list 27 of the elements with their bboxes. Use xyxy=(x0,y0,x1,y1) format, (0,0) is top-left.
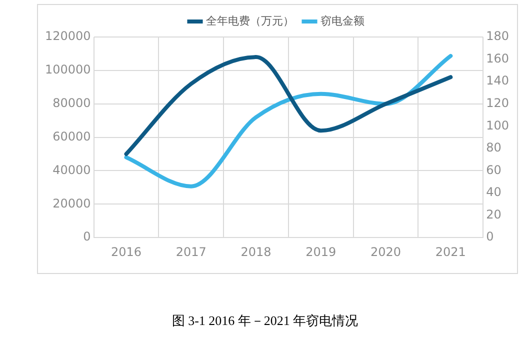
x-tick-label: 2020 xyxy=(370,244,402,259)
y-tick-label: 0 xyxy=(83,230,91,244)
y-tick-label: 120000 xyxy=(44,29,91,44)
y2-tick-label: 20 xyxy=(486,207,502,222)
y2-tick-label: 180 xyxy=(486,29,509,44)
y2-tick-label: 60 xyxy=(486,162,502,177)
line-series xyxy=(124,55,453,156)
x-tick-label: 2017 xyxy=(176,244,206,259)
y-tick-label: 20000 xyxy=(52,196,91,210)
y2-tick-label: 80 xyxy=(486,140,502,155)
y-tick-label: 60000 xyxy=(52,129,91,144)
y-tick-label: 40000 xyxy=(52,162,91,177)
y-tick-label: 100000 xyxy=(44,62,91,77)
x-tick-label: 2019 xyxy=(306,244,336,259)
legend-label: 窃电金额 xyxy=(320,14,364,28)
x-tick-label: 2016 xyxy=(110,244,142,259)
x-tick-label: 2021 xyxy=(435,244,466,259)
y-tick-label: 80000 xyxy=(52,96,91,110)
caption: 图 3-1 2016 年－2021 年窃电情况 xyxy=(170,312,360,330)
y2-tick-label: 140 xyxy=(486,74,509,88)
y2-tick-label: 100 xyxy=(486,118,509,132)
y2-tick-label: 40 xyxy=(486,185,502,200)
y2-tick-label: 0 xyxy=(486,230,494,244)
y2-tick-label: 120 xyxy=(486,96,509,110)
legend-label: 全年电费（万元） xyxy=(206,14,294,28)
x-tick-label: 2018 xyxy=(240,244,272,259)
y2-tick-label: 160 xyxy=(486,51,509,66)
